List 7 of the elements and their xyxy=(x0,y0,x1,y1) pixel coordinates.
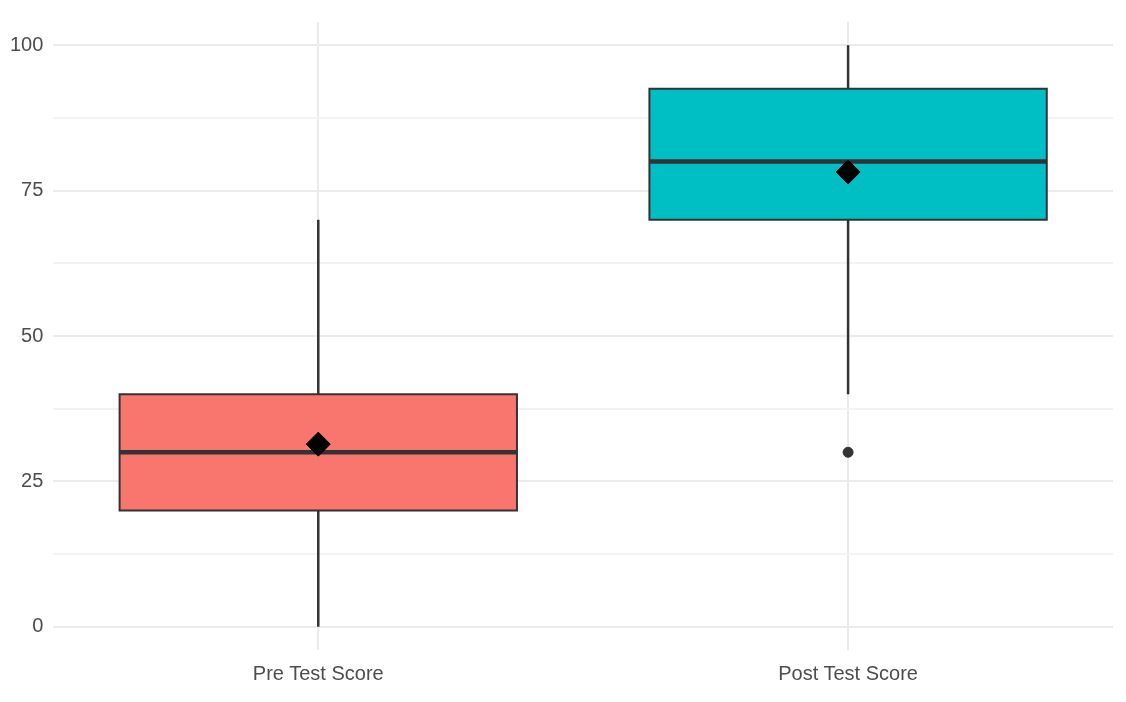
y-tick-label: 75 xyxy=(21,178,44,201)
y-tick-label: 25 xyxy=(21,468,44,491)
x-tick-label: Pre Test Score xyxy=(252,661,384,684)
y-tick-label: 0 xyxy=(32,614,44,637)
x-tick-label: Post Test Score xyxy=(778,661,918,684)
y-tick-label: 50 xyxy=(21,323,44,346)
y-tick-label: 100 xyxy=(9,32,44,55)
